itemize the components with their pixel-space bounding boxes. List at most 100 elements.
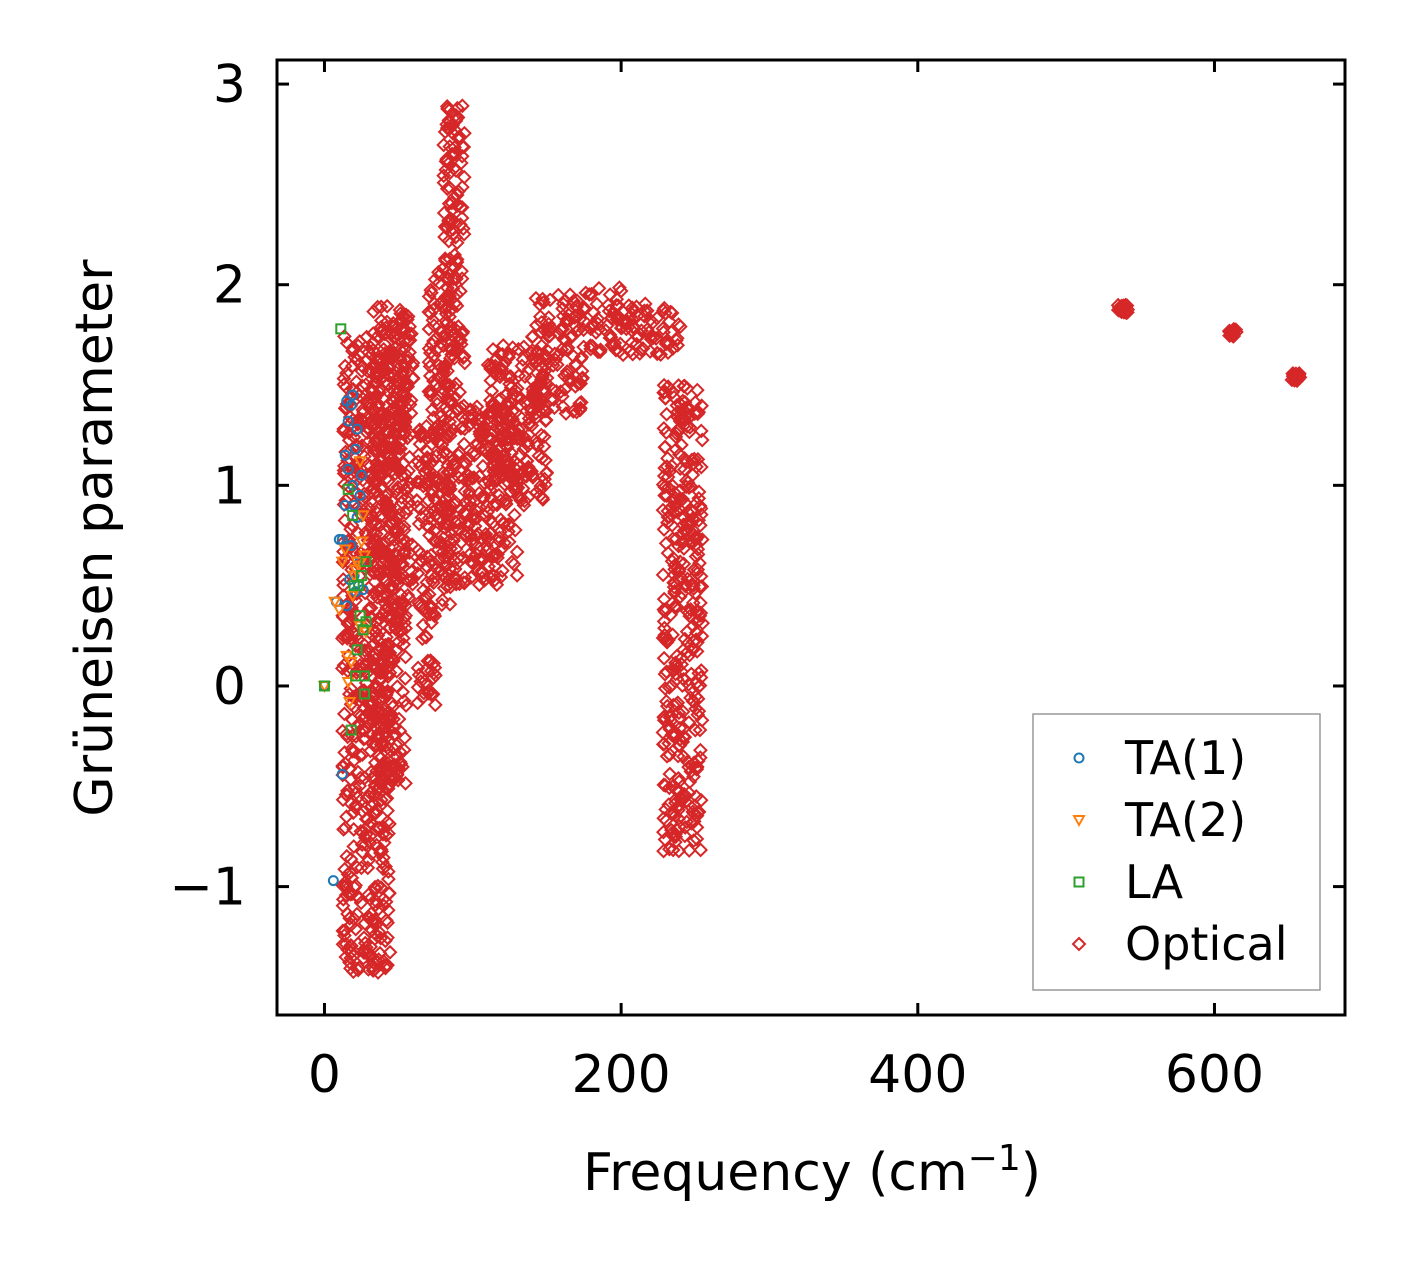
- data-point: [669, 599, 685, 615]
- data-point: [335, 792, 351, 808]
- data-point: [364, 922, 380, 938]
- data-point: [336, 329, 352, 344]
- data-point: [398, 307, 414, 323]
- data-point: [349, 374, 364, 390]
- data-point: [656, 824, 671, 840]
- data-point: [383, 580, 399, 596]
- data-point: [435, 338, 451, 354]
- data-point: [466, 512, 481, 528]
- data-point: [690, 753, 706, 769]
- data-point: [454, 263, 469, 279]
- data-point: [386, 344, 402, 360]
- data-point: [423, 282, 439, 298]
- data-point: [359, 688, 371, 700]
- data-point: [444, 258, 460, 274]
- data-point: [448, 229, 463, 245]
- data-point: [410, 499, 426, 515]
- data-point: [367, 702, 382, 717]
- data-point: [437, 301, 453, 317]
- data-point: [378, 960, 393, 976]
- data-point: [462, 493, 478, 509]
- data-point: [516, 497, 532, 513]
- data-point: [685, 693, 701, 709]
- data-point: [337, 923, 353, 938]
- data-point: [464, 411, 480, 426]
- data-point: [426, 373, 441, 389]
- data-point: [661, 797, 677, 813]
- data-point: [589, 296, 605, 312]
- data-point: [488, 448, 504, 463]
- data-point: [339, 449, 351, 461]
- data-point: [509, 544, 525, 560]
- data-point: [423, 663, 439, 679]
- data-point: [483, 476, 499, 492]
- data-point: [525, 381, 541, 397]
- data-point: [347, 349, 363, 365]
- data-point: [462, 487, 477, 503]
- data-point: [514, 410, 530, 426]
- data-point: [538, 358, 554, 374]
- data-point: [365, 963, 381, 978]
- data-point: [396, 637, 412, 652]
- data-point: [337, 358, 353, 374]
- data-point: [656, 777, 672, 793]
- data-point: [338, 544, 352, 557]
- data-point: [665, 491, 680, 507]
- data-point: [570, 376, 586, 392]
- data-point: [454, 200, 470, 215]
- data-point: [548, 383, 564, 399]
- data-point: [694, 432, 710, 448]
- data-point: [386, 394, 402, 410]
- data-point: [500, 466, 516, 482]
- data-point: [351, 423, 363, 435]
- data-point: [688, 529, 703, 545]
- data-point: [454, 148, 470, 164]
- data-point: [660, 515, 675, 531]
- data-point: [335, 323, 347, 335]
- data-point: [661, 632, 676, 648]
- data-point: [379, 661, 395, 677]
- data-point: [477, 508, 493, 524]
- data-point: [448, 514, 464, 530]
- data-point: [536, 439, 552, 454]
- data-point: [666, 806, 682, 822]
- data-point: [459, 467, 475, 482]
- data-point: [412, 458, 428, 474]
- data-point: [667, 561, 683, 577]
- data-point: [564, 329, 579, 345]
- data-point: [414, 631, 430, 647]
- data-point: [381, 620, 397, 636]
- data-point: [522, 415, 538, 431]
- data-point: [536, 322, 552, 338]
- data-point: [667, 583, 683, 599]
- data-point: [411, 557, 427, 573]
- data-point: [500, 517, 516, 532]
- data-point: [367, 585, 383, 600]
- data-point: [461, 451, 476, 466]
- data-point: [410, 565, 426, 581]
- data-point: [491, 459, 506, 475]
- data-point: [447, 389, 463, 405]
- data-point: [371, 581, 387, 597]
- data-point: [343, 944, 359, 960]
- data-point: [337, 550, 353, 566]
- series-optical: [334, 98, 1308, 980]
- data-point: [436, 328, 452, 344]
- y-tick-label: −1: [169, 858, 246, 918]
- data-point: [510, 480, 526, 495]
- data-point: [418, 629, 434, 644]
- data-point: [438, 419, 454, 435]
- data-point: [457, 421, 473, 437]
- data-point: [383, 770, 398, 786]
- data-point: [675, 393, 691, 409]
- data-point: [392, 623, 408, 639]
- data-point: [474, 531, 490, 547]
- data-point: [454, 98, 470, 114]
- data-point: [377, 933, 393, 949]
- x-axis-label: Frequency (cm−1): [583, 1138, 1041, 1203]
- data-point: [657, 488, 673, 503]
- data-point: [365, 358, 381, 374]
- data-point: [369, 894, 384, 909]
- data-point: [657, 681, 673, 696]
- data-point: [394, 490, 409, 505]
